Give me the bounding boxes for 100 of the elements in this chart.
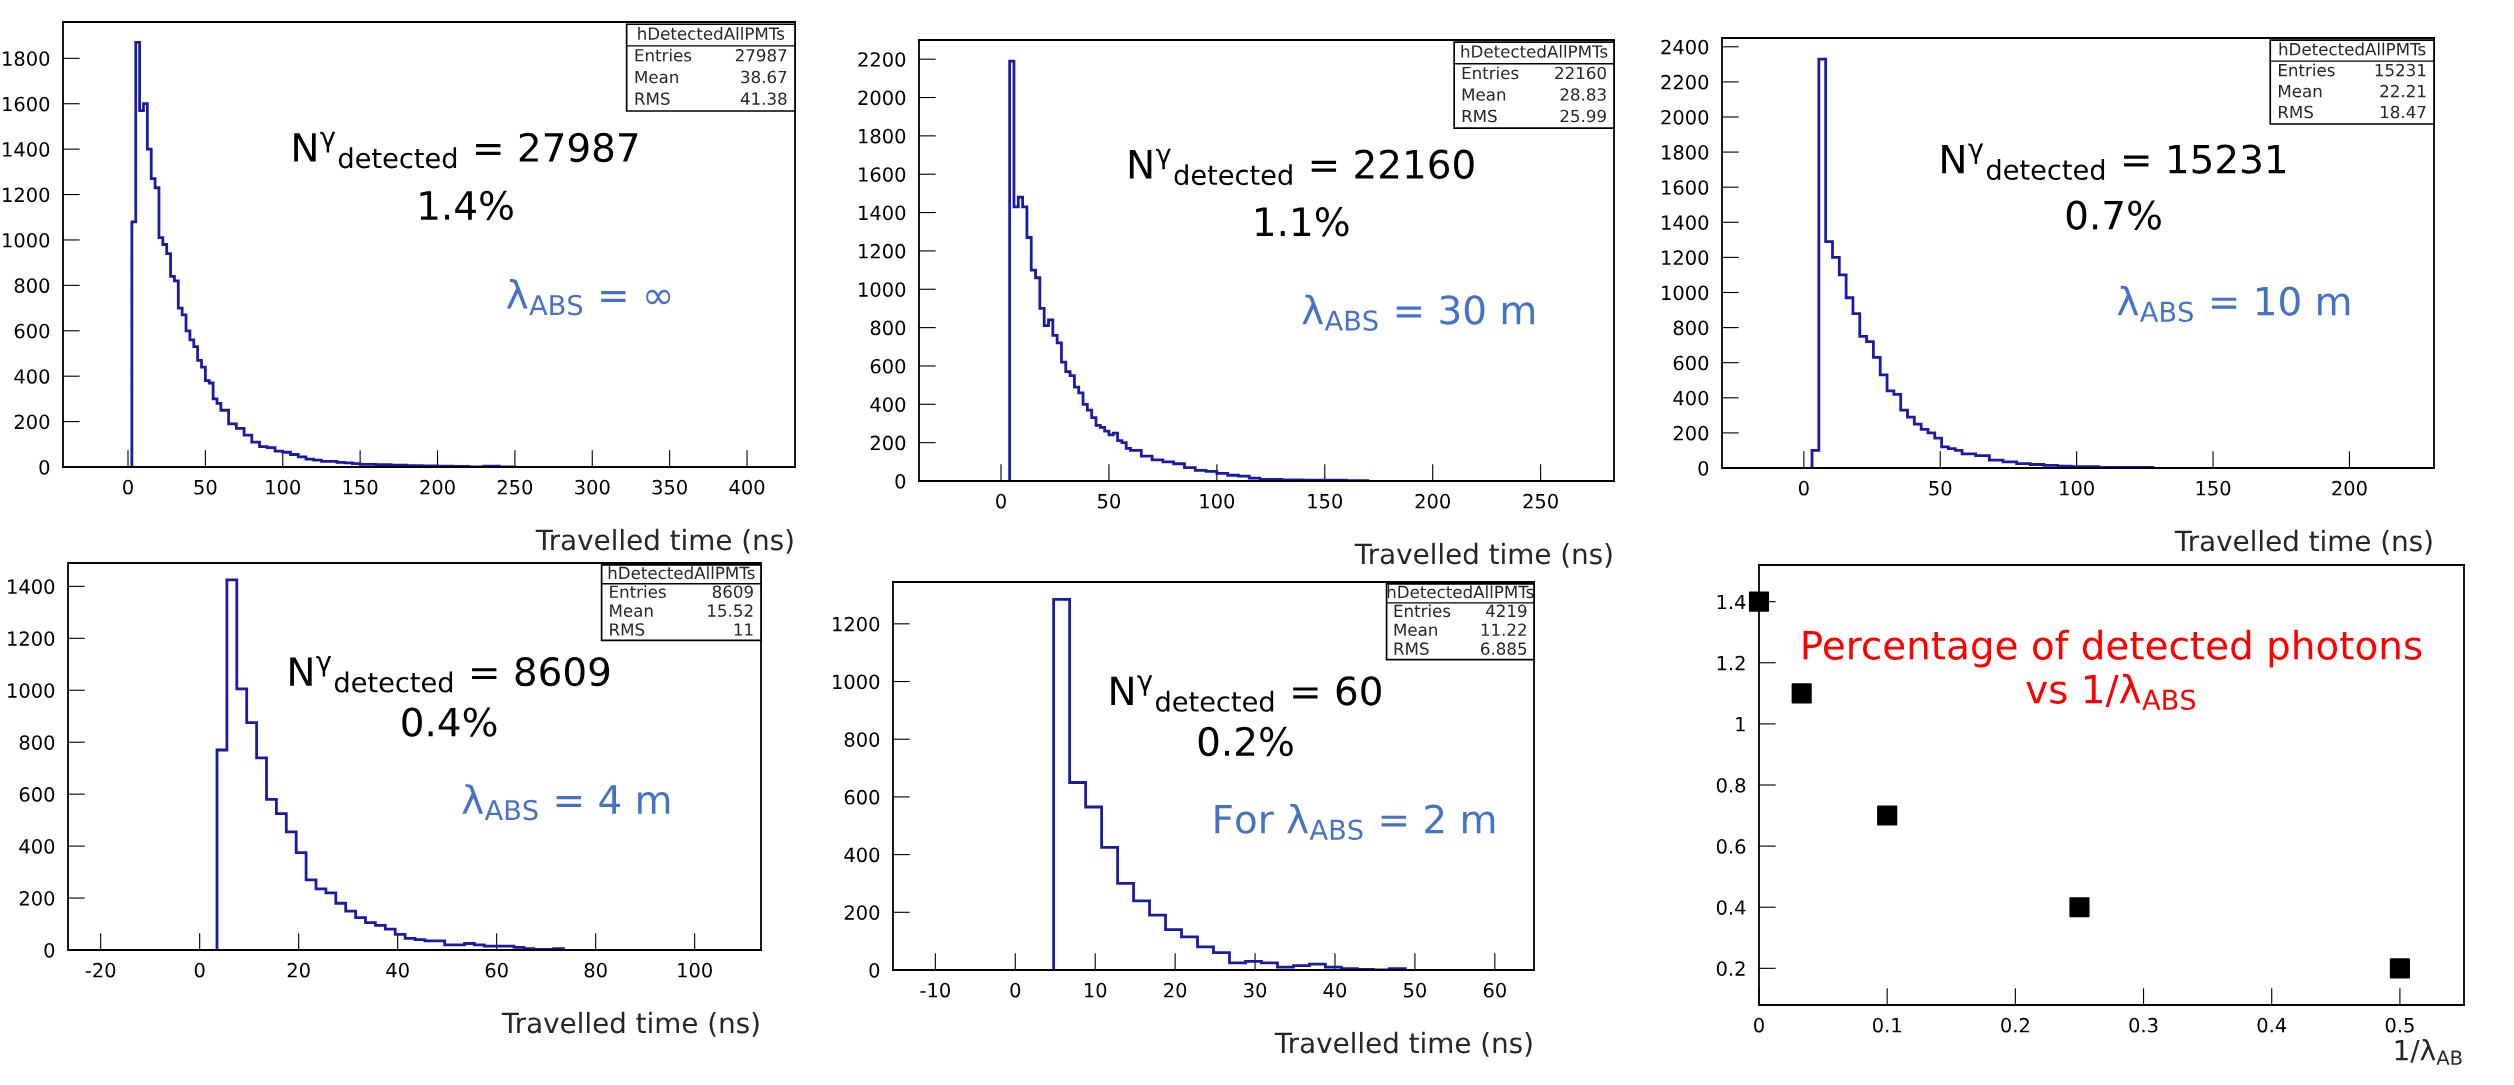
y-tick-label: 1000 bbox=[8, 683, 55, 698]
x-tick-label: 200 bbox=[2332, 480, 2367, 496]
y-tick-label: 0.8 bbox=[1716, 777, 1746, 793]
y-tick-label: 1400 bbox=[8, 579, 55, 595]
y-tick-label: 0.4 bbox=[1716, 900, 1746, 915]
y-tick-label: 2400 bbox=[1661, 39, 1709, 55]
x-axis-title: 1/λ$_{AB}$ bbox=[2395, 1039, 2462, 1065]
y-tick-label: 600 bbox=[870, 358, 906, 374]
x-tick-label: 250 bbox=[497, 479, 533, 495]
x-tick-label: 150 bbox=[2196, 480, 2231, 496]
annotation: λ$_{ABS}$ = 4 m bbox=[462, 784, 670, 821]
y-tick-label: 200 bbox=[844, 905, 880, 920]
annotation: Mean bbox=[610, 604, 653, 617]
annotation: Mean bbox=[2279, 85, 2322, 98]
annotation: 25.99 bbox=[1560, 109, 1606, 123]
annotation: For λ$_{ABS}$ = 2 m bbox=[1215, 803, 1495, 841]
annotation: hDetectedAllPMTs bbox=[2279, 42, 2426, 56]
x-tick-label: 100 bbox=[2060, 480, 2094, 496]
y-tick-label: 600 bbox=[1673, 355, 1709, 371]
point bbox=[1877, 805, 1898, 826]
annotation: 41.38 bbox=[740, 92, 787, 105]
annotation: Mean bbox=[635, 70, 678, 84]
annotation: 28.83 bbox=[1560, 88, 1606, 101]
annotation: hDetectedAllPMTs bbox=[638, 27, 785, 40]
annotation: N$^{γ}$$_{detected}$ = 8609 bbox=[290, 656, 610, 693]
y-tick-label: 1.2 bbox=[1717, 655, 1745, 671]
x-tick-label: 0 bbox=[1798, 480, 1809, 496]
annotation: N$^{γ}$$_{detected}$ = 22160 bbox=[1129, 148, 1474, 186]
annotation: Mean bbox=[1462, 88, 1506, 101]
y-tick-label: 0 bbox=[39, 459, 50, 475]
y-tick-label: 600 bbox=[19, 787, 55, 802]
y-tick-label: 1400 bbox=[3, 142, 50, 157]
x-tick-label: 50 bbox=[1404, 982, 1426, 998]
y-tick-label: 600 bbox=[844, 789, 880, 805]
annotation: 6.885 bbox=[1481, 642, 1527, 655]
annotation: 38.67 bbox=[741, 70, 787, 84]
y-tick-label: 400 bbox=[844, 847, 880, 863]
x-tick-label: 40 bbox=[386, 962, 409, 978]
x-tick-label: 200 bbox=[420, 479, 455, 495]
x-tick-label: 200 bbox=[1415, 493, 1450, 509]
annotation: λ$_{ABS}$ = ∞ bbox=[506, 279, 671, 316]
x-tick-label: 20 bbox=[287, 962, 310, 978]
annotation: λ$_{ABS}$ = 30 m bbox=[1302, 294, 1534, 331]
annotation: Entries bbox=[1462, 66, 1519, 80]
annotation: hDetectedAllPMTs bbox=[1387, 585, 1534, 599]
x-tick-label: 150 bbox=[343, 479, 378, 495]
y-tick-label: 1200 bbox=[833, 616, 880, 632]
y-tick-label: 800 bbox=[19, 735, 55, 750]
x-tick-label: 0.3 bbox=[2129, 1017, 2158, 1033]
y-tick-label: 800 bbox=[844, 732, 880, 747]
x-tick-label: 50 bbox=[1098, 493, 1121, 509]
y-tick-label: 0.6 bbox=[1716, 839, 1746, 854]
x-axis-title: Travelled time (ns) bbox=[501, 1011, 759, 1037]
y-tick-label: 1200 bbox=[859, 243, 906, 259]
y-tick-label: 1000 bbox=[833, 674, 880, 690]
x-tick-label: 0.4 bbox=[2257, 1017, 2287, 1033]
y-tick-label: 1.4 bbox=[1717, 594, 1746, 610]
x-axis-title: Travelled time (ns) bbox=[2174, 529, 2432, 555]
annotation: 1.1% bbox=[1256, 207, 1349, 237]
x-axis-title: Travelled time (ns) bbox=[1274, 1031, 1532, 1057]
x-tick-label: 80 bbox=[584, 962, 607, 978]
y-tick-label: 1000 bbox=[1662, 285, 1709, 301]
y-tick-label: 2000 bbox=[1661, 109, 1709, 125]
x-tick-label: 300 bbox=[575, 479, 610, 495]
y-tick-label: 1800 bbox=[859, 128, 906, 144]
y-tick-label: 200 bbox=[1673, 425, 1709, 441]
x-tick-label: 0 bbox=[1010, 982, 1021, 998]
annotation: hDetectedAllPMTs bbox=[1461, 44, 1608, 58]
annotation: RMS bbox=[635, 92, 670, 105]
x-tick-label: 50 bbox=[194, 479, 217, 495]
x-tick-label: 0.2 bbox=[2001, 1017, 2029, 1033]
x-tick-label: 0.5 bbox=[2385, 1017, 2414, 1033]
annotation: Entries bbox=[635, 48, 692, 62]
x-tick-label: 400 bbox=[729, 479, 765, 495]
x-tick-label: 40 bbox=[1323, 982, 1347, 998]
annotation: 15231 bbox=[2375, 63, 2426, 77]
y-tick-label: 1600 bbox=[859, 167, 906, 182]
annotation: N$^{γ}$$_{detected}$ = 15231 bbox=[1942, 143, 2286, 181]
y-tick-label: 0 bbox=[44, 942, 55, 958]
y-tick-label: 1200 bbox=[8, 631, 55, 646]
x-axis-title: Travelled time (ns) bbox=[535, 528, 793, 554]
annotation: 0.7% bbox=[2066, 200, 2161, 230]
annotation: 11 bbox=[734, 623, 753, 636]
y-tick-label: 0 bbox=[1698, 460, 1709, 476]
x-tick-label: 60 bbox=[1483, 982, 1506, 998]
annotation: 18.47 bbox=[2381, 105, 2426, 119]
x-tick-label: 0.1 bbox=[1873, 1017, 1901, 1033]
y-tick-label: 2200 bbox=[858, 52, 906, 67]
annotation: Entries bbox=[2279, 63, 2335, 77]
x-axis-title: Travelled time (ns) bbox=[1354, 542, 1612, 568]
y-tick-label: 1400 bbox=[1662, 215, 1709, 230]
y-tick-label: 200 bbox=[870, 435, 906, 451]
annotation: RMS bbox=[610, 623, 645, 636]
y-tick-label: 1600 bbox=[1662, 180, 1709, 195]
y-tick-label: 1200 bbox=[3, 187, 50, 203]
y-tick-label: 400 bbox=[19, 839, 55, 854]
annotation: vs 1/λ$_{ABS}$ bbox=[2026, 673, 2196, 711]
x-tick-label: -10 bbox=[920, 982, 950, 998]
annotation: 27987 bbox=[735, 48, 787, 62]
y-tick-label: 1 bbox=[1736, 717, 1745, 732]
